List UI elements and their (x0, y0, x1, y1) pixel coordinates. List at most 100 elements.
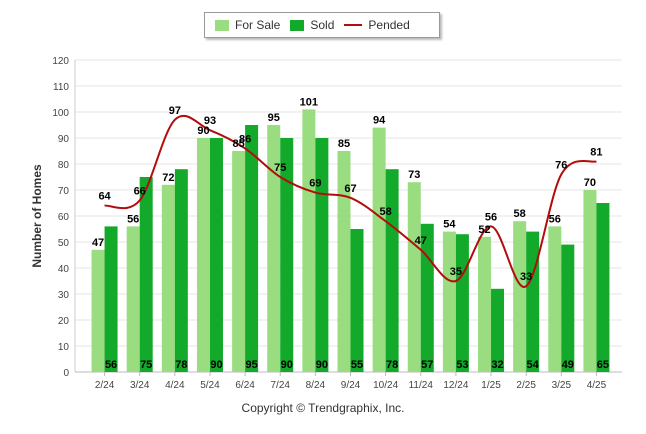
bar-for-sale (583, 190, 597, 372)
pended-value-label: 67 (344, 183, 356, 195)
sold-value-label: 90 (316, 359, 328, 371)
legend-item-pended[interactable]: Pended (344, 18, 410, 32)
bar-for-sale (161, 184, 175, 372)
for-sale-swatch (215, 19, 229, 31)
pended-value-label: 33 (520, 271, 532, 283)
bar-sold (245, 125, 259, 372)
bar-for-sale (232, 151, 246, 372)
y-tick-label: 80 (58, 160, 70, 171)
legend-item-sold[interactable]: Sold (290, 18, 334, 32)
pended-value-label: 86 (239, 133, 251, 145)
bar-sold (561, 244, 575, 372)
sold-value-label: 90 (281, 359, 293, 371)
x-tick-label: 4/25 (587, 380, 607, 391)
x-tick-label: 11/24 (409, 380, 434, 391)
bar-for-sale (267, 125, 281, 372)
bar-for-sale (126, 226, 140, 372)
y-tick-label: 30 (58, 290, 70, 301)
for-sale-value-label: 90 (197, 125, 209, 137)
pended-line-swatch (344, 24, 363, 26)
bar-for-sale (337, 151, 351, 372)
sold-value-label: 57 (421, 359, 433, 371)
y-tick-label: 120 (52, 56, 69, 67)
for-sale-value-label: 101 (300, 96, 318, 108)
for-sale-value-label: 85 (232, 138, 244, 150)
sold-value-label: 75 (140, 359, 152, 371)
sold-value-label: 78 (175, 359, 187, 371)
x-tick-label: 7/24 (270, 380, 290, 391)
legend-label-for-sale: For Sale (235, 18, 281, 32)
sold-value-label: 53 (456, 359, 468, 371)
x-tick-label: 1/25 (481, 380, 501, 391)
x-tick-label: 4/24 (165, 380, 185, 391)
x-tick-label: 3/25 (552, 380, 572, 391)
legend-item-for-sale[interactable]: For Sale (215, 18, 280, 32)
sold-value-label: 56 (105, 359, 117, 371)
bar-for-sale (91, 249, 105, 372)
sold-value-label: 54 (527, 359, 540, 371)
pended-value-label: 66 (134, 185, 146, 197)
pended-value-label: 35 (450, 266, 462, 278)
x-tick-label: 2/24 (95, 380, 115, 391)
x-tick-label: 9/24 (341, 380, 361, 391)
y-tick-label: 110 (53, 82, 69, 93)
bar-sold (280, 138, 294, 372)
x-tick-label: 5/24 (200, 380, 220, 391)
for-sale-value-label: 94 (373, 115, 386, 127)
sold-value-label: 90 (210, 359, 222, 371)
y-tick-label: 0 (63, 368, 69, 379)
bar-sold (385, 169, 399, 372)
bar-for-sale (513, 221, 527, 372)
y-tick-label: 50 (58, 238, 70, 249)
legend: For Sale Sold Pended (204, 12, 440, 38)
legend-label-sold: Sold (310, 18, 335, 32)
legend-label-pended: Pended (368, 18, 410, 32)
sold-value-label: 65 (597, 359, 609, 371)
bar-sold (209, 138, 223, 372)
bar-for-sale (407, 182, 421, 372)
bar-for-sale (548, 226, 562, 372)
pended-line (104, 114, 597, 288)
bar-for-sale (196, 138, 210, 372)
bar-sold (174, 169, 188, 372)
bar-for-sale (302, 109, 316, 373)
for-sale-value-label: 85 (338, 138, 350, 150)
sold-value-label: 78 (386, 359, 398, 371)
pended-value-label: 47 (415, 235, 427, 247)
bar-sold (139, 177, 153, 372)
x-tick-label: 10/24 (373, 380, 398, 391)
pended-value-label: 69 (309, 178, 321, 190)
bar-for-sale (478, 236, 492, 372)
bar-sold (491, 288, 505, 372)
pended-value-label: 97 (169, 105, 181, 117)
bar-for-sale (442, 231, 456, 372)
bar-sold (596, 203, 610, 372)
bar-sold (350, 229, 364, 372)
y-tick-label: 70 (58, 186, 70, 197)
sold-value-label: 32 (491, 359, 503, 371)
pended-value-label: 58 (380, 206, 392, 218)
pended-value-label: 64 (98, 191, 111, 203)
for-sale-value-label: 72 (162, 172, 174, 184)
x-tick-label: 12/24 (443, 380, 468, 391)
copyright: Copyright © Trendgraphix, Inc. (241, 401, 405, 415)
x-tick-label: 8/24 (306, 380, 326, 391)
bar-for-sale (372, 127, 386, 372)
x-tick-label: 3/24 (130, 380, 150, 391)
bar-sold (104, 226, 118, 372)
y-tick-label: 10 (58, 342, 70, 353)
for-sale-value-label: 58 (514, 208, 526, 220)
for-sale-value-label: 56 (127, 213, 139, 225)
y-tick-label: 90 (58, 134, 70, 145)
x-tick-label: 2/25 (516, 380, 536, 391)
sold-value-label: 95 (245, 359, 257, 371)
for-sale-value-label: 47 (92, 237, 104, 249)
x-tick-label: 6/24 (235, 380, 255, 391)
for-sale-value-label: 56 (549, 213, 561, 225)
pended-value-label: 81 (590, 146, 602, 158)
pended-value-label: 75 (274, 162, 286, 174)
pended-value-label: 76 (555, 159, 567, 171)
bar-sold (455, 234, 469, 372)
for-sale-value-label: 73 (408, 169, 420, 181)
pended-value-label: 93 (204, 115, 216, 127)
